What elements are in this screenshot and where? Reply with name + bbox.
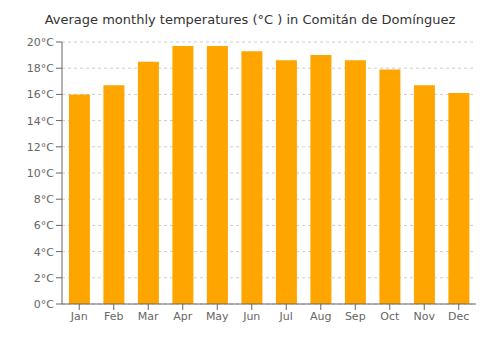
svg-text:Mar: Mar (138, 310, 159, 323)
svg-text:Jun: Jun (242, 310, 260, 323)
svg-text:12°C: 12°C (27, 141, 54, 154)
svg-text:2°C: 2°C (34, 272, 54, 285)
svg-text:Jan: Jan (70, 310, 88, 323)
svg-text:8°C: 8°C (34, 193, 54, 206)
svg-text:10°C: 10°C (27, 167, 54, 180)
svg-text:18°C: 18°C (27, 62, 54, 75)
svg-text:Jul: Jul (279, 310, 293, 323)
svg-text:Feb: Feb (104, 310, 123, 323)
svg-text:0°C: 0°C (34, 298, 54, 311)
svg-text:Nov: Nov (414, 310, 436, 323)
svg-text:Aug: Aug (310, 310, 331, 323)
svg-text:20°C: 20°C (27, 36, 54, 49)
svg-text:4°C: 4°C (34, 246, 54, 259)
svg-text:May: May (206, 310, 229, 323)
svg-text:16°C: 16°C (27, 88, 54, 101)
html-text:Average monthly temperatures (: Average monthly temperatures (°C ) in Co… (44, 12, 456, 27)
svg-text:Dec: Dec (448, 310, 469, 323)
svg-text:Sep: Sep (345, 310, 366, 323)
svg-text:14°C: 14°C (27, 115, 54, 128)
svg-text:Apr: Apr (173, 310, 193, 323)
svg-text:Oct: Oct (380, 310, 400, 323)
svg-text:6°C: 6°C (34, 219, 54, 232)
